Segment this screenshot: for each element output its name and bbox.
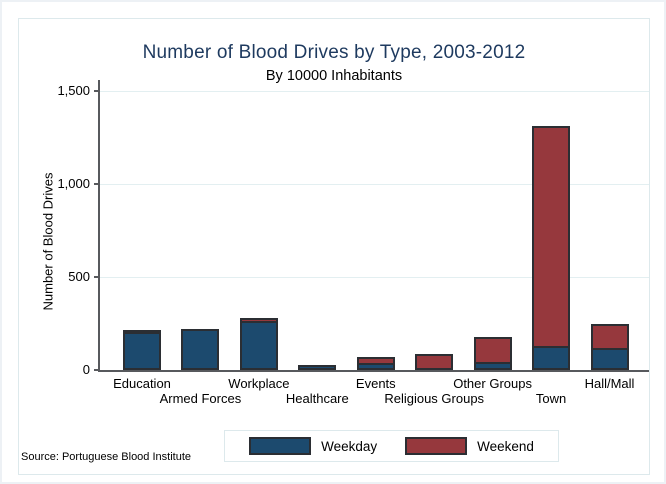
source-note: Source: Portuguese Blood Institute <box>21 451 191 463</box>
legend: Weekday Weekend <box>224 430 559 462</box>
bar-other-groups <box>473 336 512 370</box>
bar-segment-weekend <box>475 338 510 364</box>
x-category-label: Armed Forces <box>159 391 242 406</box>
chart-subtitle: By 10000 Inhabitants <box>265 68 403 84</box>
y-axis-tick-1500 <box>94 90 100 92</box>
gridline-1500 <box>100 91 649 92</box>
y-axis-tick-1000 <box>94 183 100 185</box>
bar-religious-groups <box>415 354 454 370</box>
y-axis-tick-label: 500 <box>68 269 90 284</box>
bar-segment-weekend <box>534 128 569 348</box>
legend-entry-weekend: Weekend <box>405 437 534 455</box>
bar-segment-weekend <box>358 359 393 366</box>
x-category-label: Workplace <box>228 376 290 391</box>
weekend-swatch <box>405 437 468 455</box>
legend-label-weekend: Weekend <box>477 438 534 454</box>
x-category-label: Events <box>355 376 396 391</box>
x-category-label: Healthcare <box>285 391 349 406</box>
bar-events <box>356 357 395 370</box>
legend-label-weekday: Weekday <box>321 438 378 454</box>
x-category-label: Religious Groups <box>384 391 485 406</box>
weekday-swatch <box>249 437 312 455</box>
bar-segment-weekend <box>592 326 627 351</box>
y-axis-tick-500 <box>94 276 100 278</box>
x-category-label: Hall/Mall <box>584 376 635 391</box>
bar-segment-weekend <box>417 356 452 368</box>
y-axis-tick-label: 1,500 <box>57 83 90 98</box>
y-axis-tick-0 <box>94 369 100 371</box>
chart-title: Number of Blood Drives by Type, 2003-201… <box>142 42 526 63</box>
y-axis-title: Number of Blood Drives <box>40 172 56 311</box>
bar-hall-mall <box>590 324 629 370</box>
x-axis-line <box>98 370 649 372</box>
gridline-1000 <box>100 184 649 185</box>
x-category-label: Town <box>535 391 567 406</box>
x-category-label: Education <box>113 376 171 391</box>
bar-education <box>123 330 161 370</box>
bar-segment-weekend <box>241 319 276 323</box>
bar-segment-weekend <box>125 332 159 334</box>
bar-healthcare <box>298 365 337 371</box>
y-axis-line <box>98 80 100 372</box>
y-axis-tick-label: 1,000 <box>57 176 90 191</box>
gridline-500 <box>100 277 649 278</box>
bar-workplace <box>239 317 278 370</box>
plot-frame: Number of Blood Drives by Type, 2003-201… <box>18 18 650 475</box>
x-category-label: Other Groups <box>453 376 532 391</box>
bar-town <box>532 126 571 370</box>
y-axis-tick-label: 0 <box>82 362 90 377</box>
bar-armed-forces <box>181 329 220 370</box>
legend-entry-weekday: Weekday <box>249 437 377 455</box>
